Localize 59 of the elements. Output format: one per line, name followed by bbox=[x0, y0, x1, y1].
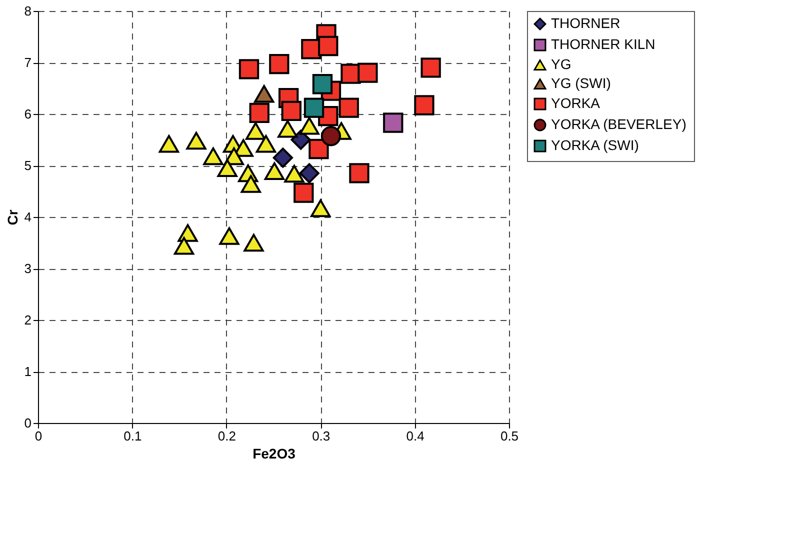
y-tick-label: 7 bbox=[24, 55, 32, 70]
legend-label: YG bbox=[551, 56, 572, 72]
point bbox=[269, 54, 290, 74]
point bbox=[358, 62, 378, 83]
point bbox=[281, 100, 302, 121]
x-tick-label: 0.3 bbox=[312, 428, 330, 444]
x-axis-title: Fe2O3 bbox=[252, 446, 296, 462]
point bbox=[294, 182, 314, 203]
point bbox=[304, 98, 324, 118]
point bbox=[383, 112, 404, 133]
point bbox=[264, 162, 285, 180]
x-tick-label: 0.5 bbox=[500, 428, 519, 444]
point bbox=[349, 163, 370, 184]
legend-label: YG (SWI) bbox=[551, 75, 611, 91]
y-tick-label: 3 bbox=[24, 261, 32, 276]
point bbox=[178, 224, 198, 242]
point bbox=[299, 163, 320, 184]
x-tick-label: 0.1 bbox=[124, 428, 142, 444]
point bbox=[246, 122, 266, 140]
legend-label: YORKA bbox=[551, 95, 601, 111]
point bbox=[158, 135, 180, 153]
x-tick-label: 0 bbox=[34, 428, 42, 444]
point bbox=[238, 59, 260, 80]
point bbox=[312, 74, 333, 94]
y-tick-label: 8 bbox=[24, 4, 32, 18]
point bbox=[318, 36, 338, 56]
y-tick-label: 4 bbox=[24, 210, 32, 224]
legend-label: YORKA (BEVERLEY) bbox=[551, 116, 686, 132]
point bbox=[217, 159, 238, 177]
y-tick-label: 2 bbox=[24, 312, 32, 328]
x-tick-label: 0.2 bbox=[218, 428, 236, 444]
point bbox=[338, 98, 359, 118]
x-tick-label: 0.4 bbox=[406, 428, 424, 444]
point bbox=[254, 85, 274, 103]
point bbox=[284, 164, 304, 183]
point bbox=[320, 126, 342, 146]
legend-label: THORNER bbox=[551, 15, 620, 31]
point bbox=[278, 120, 298, 138]
point bbox=[272, 148, 294, 168]
point bbox=[219, 227, 240, 245]
point bbox=[186, 132, 206, 150]
point bbox=[420, 58, 441, 78]
y-tick-label: 1 bbox=[24, 364, 32, 379]
y-tick-label: 6 bbox=[24, 106, 32, 122]
y-tick-label: 5 bbox=[24, 158, 32, 173]
point bbox=[310, 199, 331, 218]
point bbox=[244, 234, 264, 252]
point bbox=[414, 95, 434, 116]
point bbox=[203, 147, 224, 166]
point bbox=[299, 116, 320, 135]
y-axis-title: Cr bbox=[4, 209, 20, 226]
point bbox=[308, 138, 329, 160]
legend-label: YORKA (SWI) bbox=[551, 137, 639, 153]
point bbox=[256, 135, 276, 153]
point bbox=[174, 236, 194, 255]
y-tick-label: 0 bbox=[24, 416, 32, 430]
point bbox=[249, 102, 270, 124]
point bbox=[240, 175, 261, 193]
legend-label: THORNER KILN bbox=[551, 36, 656, 52]
